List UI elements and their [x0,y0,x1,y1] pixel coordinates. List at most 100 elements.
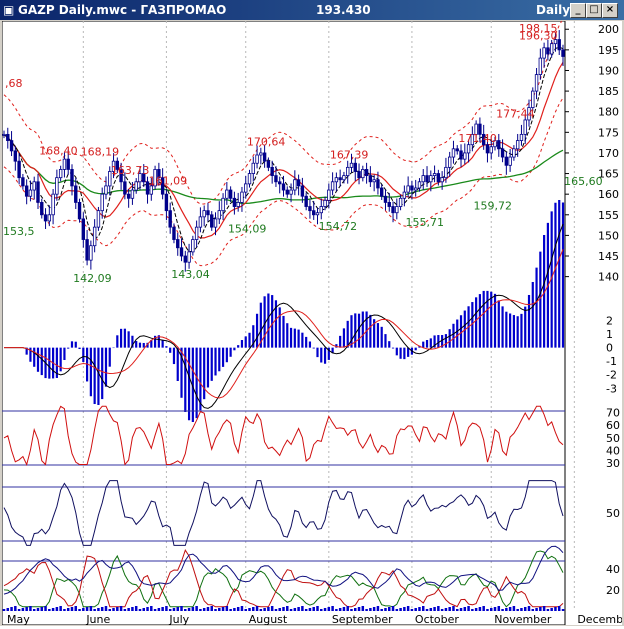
candle-body [440,177,444,183]
low-label: 154,72 [319,220,358,233]
candle-body [232,197,237,207]
candle-body [55,177,59,195]
low-label: 142,09 [73,272,112,285]
candle-body [96,210,101,228]
candle-body [293,179,297,191]
candle-body [85,239,89,261]
candle-body [289,189,293,195]
candle-body [160,177,165,195]
candle-body [493,140,497,148]
candle-body [421,175,425,183]
y-tick-label: 2 [606,315,613,328]
candle-body [240,191,244,203]
candle-body [2,133,6,136]
edge-label: ,68 [5,77,23,90]
candle-body [62,158,67,170]
candle-body [542,47,546,59]
x-tick-label: August [249,613,288,625]
x-tick-label: May [7,613,30,625]
candle-body [111,160,116,172]
candle-body [47,214,52,222]
candle-body [138,173,142,183]
y-tick-label: 20 [606,584,620,597]
y-tick-label: 1 [606,328,613,341]
candle-body [406,185,410,193]
minimize-button[interactable]: _ [570,3,586,18]
low-label: 165,60 [564,175,603,188]
candle-body [81,218,86,240]
candle-body [549,43,554,55]
candle-body [9,140,14,152]
candle-body [402,191,407,199]
candle-body [557,39,561,51]
y-tick-label: 40 [606,445,620,458]
candle-body [278,181,282,185]
y-tick-label: 30 [606,457,620,470]
candle-body [466,144,471,154]
low-label: 154,09 [228,223,267,236]
y-tick-label: 0 [606,342,613,355]
candle-body [531,90,535,108]
high-label: 161,09 [149,175,188,188]
candle-body [66,158,70,170]
candle-body [43,214,48,222]
y-tick-label: 60 [606,419,620,432]
candle-body [383,195,388,203]
candle-body [429,175,433,183]
maximize-button[interactable]: □ [586,3,602,18]
title-bar[interactable]: ▣ GAZP Daily.mwc - ГАЗПРОМАО 193.430 Dai… [0,0,624,20]
y-tick-label: 190 [598,64,619,77]
window-icon: ▣ [3,3,15,17]
candle-body [74,185,78,203]
low-label: 155,71 [405,216,444,229]
candle-body [217,210,221,220]
candle-body [500,148,505,158]
candle-body [512,148,516,158]
candle-body [168,210,172,228]
candle-body [281,183,286,191]
candle-body [104,185,108,195]
candle-body [108,171,112,187]
candle-body [380,187,384,197]
candle-body [32,181,36,191]
y-tick-label: 160 [598,188,619,201]
candle-body [145,181,150,195]
candle-body [51,193,55,216]
x-tick-label: September [332,613,393,625]
high-label: 168,19 [81,145,120,158]
candle-body [179,247,184,257]
lower-band-line [3,97,564,267]
close-button[interactable]: × [602,3,618,18]
y-tick-label: 150 [598,229,619,242]
y-tick-label: 170 [598,147,619,160]
y-tick-label: 185 [598,85,619,98]
candle-body [357,171,361,179]
y-tick-label: 40 [606,563,620,576]
candle-body [21,177,25,187]
candle-body [323,199,327,207]
candle-body [353,162,357,172]
y-tick-label: 50 [606,507,620,520]
candle-body [497,140,501,150]
candle-body [444,166,448,179]
y-tick-label: 140 [598,271,619,284]
candle-body [157,169,161,179]
dmi-plus-line [3,550,564,608]
candle-body [40,202,44,216]
candle-body [308,206,312,212]
chart-svg: May June July August September October Novembe… [1,18,624,626]
candle-body [455,148,459,152]
y-tick-label: -1 [606,355,617,368]
candle-body [236,202,240,207]
y-tick-label: 145 [598,250,619,263]
candle-body [474,123,478,135]
candle-body [342,175,346,181]
candle-body [319,206,323,214]
candle-body [202,210,206,218]
candle-body [338,177,342,181]
candle-body [123,181,127,195]
candle-body [285,189,289,195]
candle-body [270,166,274,177]
candle-body [176,239,180,249]
candle-body [213,218,218,228]
